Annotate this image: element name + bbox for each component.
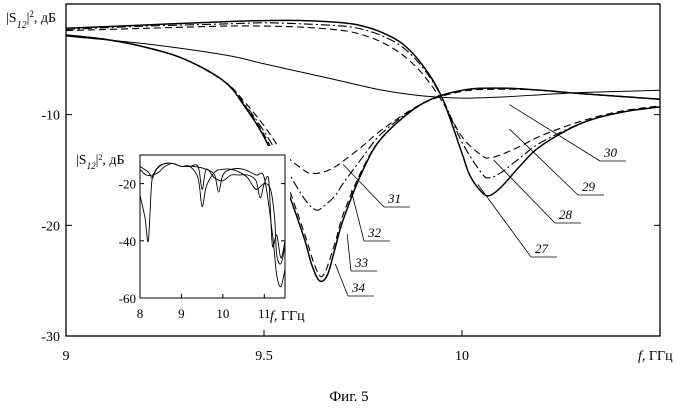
curve-label-28: 28 bbox=[559, 207, 573, 222]
main-x-tick-label-2: 10 bbox=[455, 349, 469, 364]
main-x-tick-label-1: 9.5 bbox=[255, 349, 273, 364]
leader-line-31 bbox=[343, 164, 384, 207]
curve-label-29: 29 bbox=[582, 179, 596, 194]
main-y-tick-label-0: -10 bbox=[41, 109, 60, 124]
inset-x-tick-label-3: 11 bbox=[258, 306, 271, 321]
leader-line-32 bbox=[351, 190, 364, 241]
main-leaders: 30 29 28 27 31 32 33 34 bbox=[335, 105, 626, 296]
inset-y-tick-label-2: -60 bbox=[119, 291, 136, 306]
inset-plot: 891011-20-40-60 |S12|2, дБ f, ГГц bbox=[76, 146, 305, 324]
leader-line-30 bbox=[510, 105, 600, 161]
curve-label-27: 27 bbox=[535, 241, 549, 256]
leader-line-29 bbox=[510, 129, 578, 195]
leader-line-33 bbox=[347, 234, 351, 271]
curve-label-33: 33 bbox=[354, 255, 369, 270]
curve-label-34: 34 bbox=[351, 280, 366, 295]
figure-caption: Фиг. 5 bbox=[0, 389, 698, 406]
main-ylabel-sub: 12 bbox=[17, 20, 27, 31]
inset-ylabel-abs: |S bbox=[76, 153, 87, 168]
inset-x-tick-label-2: 10 bbox=[216, 306, 229, 321]
inset-x-tick-label-1: 9 bbox=[178, 306, 185, 321]
curve-label-32: 32 bbox=[367, 225, 382, 240]
inset-y-tick-label-1: -40 bbox=[119, 234, 136, 249]
figure: 9 9.5 10 -10 -20 -30 30 29 28 27 31 32 33 34 |S12|2,… bbox=[0, 0, 698, 417]
inset-x-axis-label: f, ГГц bbox=[270, 309, 305, 324]
main-ylabel-unit: , дБ bbox=[34, 11, 56, 26]
leader-line-27 bbox=[478, 184, 531, 257]
curve-label-30: 30 bbox=[603, 145, 618, 160]
inset-ylabel-unit: , дБ bbox=[102, 153, 124, 168]
main-series-30 bbox=[66, 36, 660, 98]
curve-label-31: 31 bbox=[387, 191, 401, 206]
inset-xlabel-unit: , ГГц bbox=[274, 309, 305, 324]
inset-plot-background bbox=[104, 146, 290, 304]
leader-line-28 bbox=[494, 160, 555, 223]
main-y-axis-label: |S12|2, дБ bbox=[6, 9, 56, 31]
main-y-tick-label-2: -30 bbox=[41, 330, 60, 345]
main-ylabel-abs: |S bbox=[6, 11, 17, 26]
inset-x-tick-label-0: 8 bbox=[137, 306, 144, 321]
main-x-tick-label-0: 9 bbox=[63, 349, 70, 364]
leader-line-34 bbox=[335, 264, 348, 296]
main-xlabel-unit: , ГГц bbox=[642, 349, 673, 364]
main-series-29 bbox=[66, 26, 660, 158]
main-y-tick-label-1: -20 bbox=[41, 219, 60, 234]
inset-y-tick-label-0: -20 bbox=[119, 177, 136, 192]
main-x-axis-label: f, ГГц bbox=[638, 349, 673, 364]
